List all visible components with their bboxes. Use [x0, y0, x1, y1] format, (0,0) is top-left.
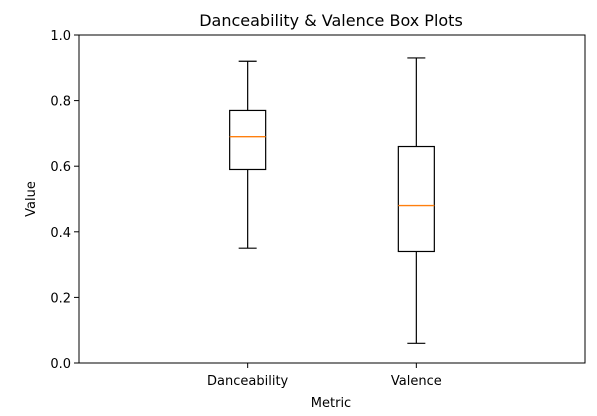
- y-axis: 0.0 0.2 0.4 0.6 0.8 1.0: [50, 29, 79, 372]
- y-tick-label: 0.0: [50, 357, 71, 372]
- x-tick-label: Valence: [391, 374, 442, 389]
- iqr-box: [229, 109, 267, 171]
- y-axis-label: Value: [24, 181, 39, 217]
- plot-area-frame: [78, 34, 586, 364]
- box-valence: [397, 57, 435, 344]
- y-tick-label: 0.8: [50, 95, 71, 110]
- y-tick-label: 0.4: [50, 226, 71, 241]
- x-tick-label: Danceability: [207, 374, 289, 389]
- y-tick-label: 0.2: [50, 291, 71, 306]
- x-axis: Danceability Valence: [207, 363, 442, 389]
- y-tick-label: 0.6: [50, 160, 71, 175]
- iqr-box: [397, 145, 435, 253]
- box-danceability: [229, 60, 267, 249]
- box-series: [229, 57, 435, 344]
- x-axis-label: Metric: [311, 396, 351, 411]
- y-tick-label: 1.0: [50, 29, 71, 44]
- chart-title: Danceability & Valence Box Plots: [199, 11, 463, 30]
